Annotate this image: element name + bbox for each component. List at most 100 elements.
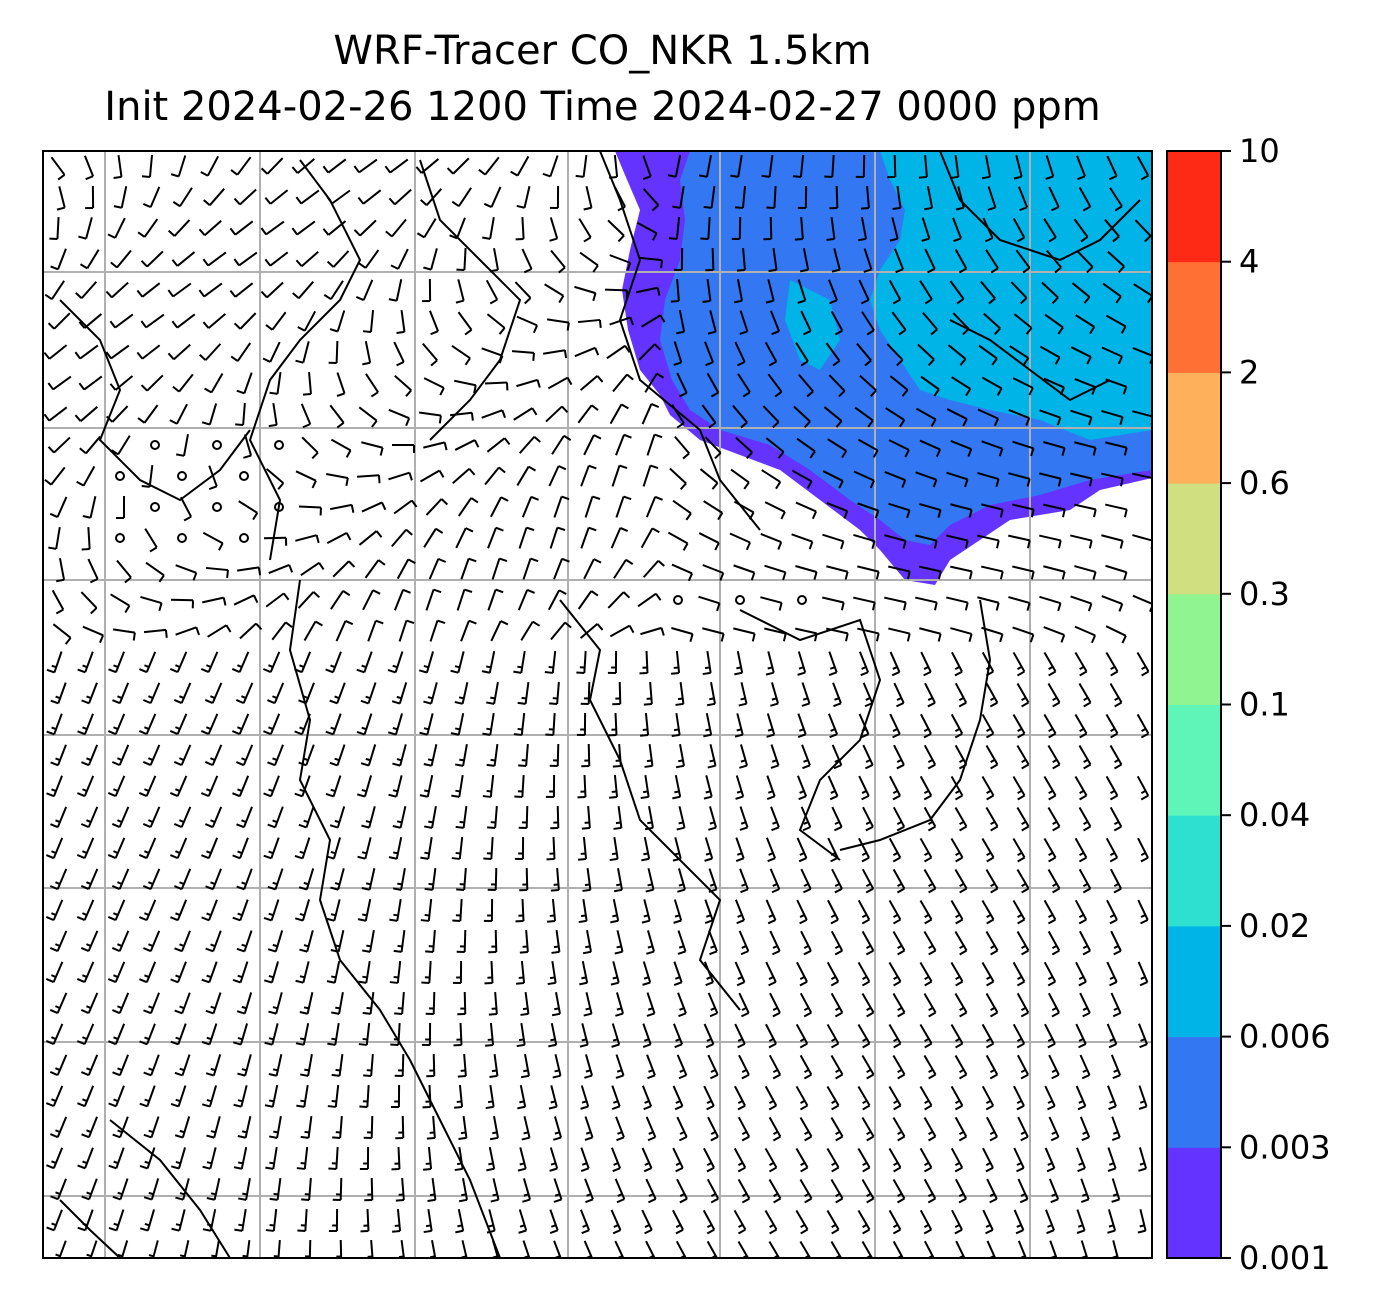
wind-barb [1136, 155, 1150, 181]
wind-barb [179, 1240, 190, 1258]
wind-barb [760, 596, 783, 611]
wind-barb [204, 372, 224, 394]
wind-barb [671, 712, 681, 738]
wind-barb [268, 992, 283, 1015]
wind-barb [734, 1085, 746, 1111]
wind-barb [172, 187, 193, 208]
wind-barb [454, 1146, 464, 1172]
wind-barb [698, 595, 721, 612]
wind-barb [892, 930, 906, 956]
wind-barb [642, 188, 660, 212]
wind-barb [456, 929, 467, 953]
wind-barb [452, 467, 476, 485]
wind-barb [857, 1086, 871, 1111]
wind-barb [365, 373, 379, 398]
wind-barb [734, 961, 746, 987]
wind-barb [892, 868, 906, 894]
wind-barb [704, 837, 714, 862]
wind-barb [707, 992, 719, 1018]
calm-marker [212, 440, 222, 450]
wind-barb [1074, 652, 1088, 677]
wind-barb [1138, 1147, 1148, 1172]
wind-barb [770, 682, 779, 707]
wind-barb [763, 216, 773, 241]
wind-barb [641, 314, 666, 328]
wind-barb [1101, 534, 1124, 549]
wind-barb [423, 248, 438, 271]
wind-barb [521, 1116, 531, 1141]
wind-barb [676, 1054, 688, 1080]
wind-barb [55, 558, 66, 583]
wind-barb [919, 565, 942, 580]
wind-barb [853, 596, 876, 611]
wind-barb [1012, 1023, 1026, 1049]
wind-barb [861, 930, 875, 956]
wind-barb [111, 806, 130, 829]
wind-barb [640, 626, 665, 636]
wind-barb [553, 1116, 563, 1141]
wind-barb [1048, 1116, 1060, 1142]
wind-barb [455, 1209, 465, 1234]
wind-barb [643, 681, 653, 706]
wind-barb [792, 154, 805, 178]
wind-barb [954, 744, 968, 770]
wind-barb [1039, 595, 1062, 612]
wind-barb [361, 501, 387, 513]
wind-barb [202, 313, 227, 329]
wind-barb [765, 437, 785, 459]
wind-barb [550, 805, 560, 830]
wind-barb [170, 1023, 187, 1046]
wind-barb [888, 837, 902, 863]
wind-barb [300, 562, 325, 576]
wind-barb [516, 378, 541, 388]
wind-barb [518, 1209, 528, 1234]
wind-barb [454, 439, 480, 451]
wind-barb [1012, 626, 1035, 643]
wind-barb [384, 158, 409, 174]
wind-barb [1039, 472, 1062, 487]
wind-barb [513, 650, 526, 674]
wind-barb [977, 534, 1000, 549]
wind-barb [553, 495, 570, 518]
coastline-6 [419, 159, 522, 441]
wind-barb [392, 806, 407, 829]
wind-barb [47, 375, 72, 391]
wind-barb [609, 254, 632, 271]
chart-subtitle: Init 2024-02-26 1200 Time 2024-02-27 000… [104, 84, 1101, 130]
wind-barb [547, 898, 557, 923]
wind-barb [646, 992, 656, 1017]
wind-barb [294, 775, 311, 798]
wind-barb [800, 930, 812, 956]
wind-barb [267, 806, 284, 829]
wind-barb [454, 379, 477, 394]
wind-barb [739, 806, 749, 831]
wind-barb [236, 868, 253, 891]
wind-barb [1012, 776, 1026, 801]
wind-barb [82, 496, 97, 519]
wind-barb [827, 837, 839, 863]
wind-barb [424, 867, 437, 891]
coastline-2 [739, 609, 882, 861]
wind-barb [954, 931, 968, 956]
wind-barb [642, 1023, 652, 1048]
wind-barb [267, 868, 284, 891]
wind-barb [232, 837, 249, 860]
wind-barb [238, 500, 259, 521]
wind-barb [516, 465, 537, 486]
wind-barb [1136, 651, 1150, 677]
wind-barb [75, 281, 98, 299]
wind-barb [169, 651, 188, 674]
wind-barb [674, 435, 690, 460]
wind-barb [799, 1054, 813, 1080]
wind-barb [884, 534, 907, 549]
calm-marker [239, 533, 249, 543]
wind-barb [335, 620, 354, 642]
wind-barb [267, 930, 284, 953]
wind-barb [327, 1022, 340, 1046]
wind-barb [1079, 1116, 1091, 1142]
wind-barb [301, 1177, 312, 1201]
wind-barb [325, 713, 342, 736]
wind-barb [327, 1084, 340, 1108]
wind-barb [894, 248, 904, 274]
calm-marker [274, 502, 284, 512]
